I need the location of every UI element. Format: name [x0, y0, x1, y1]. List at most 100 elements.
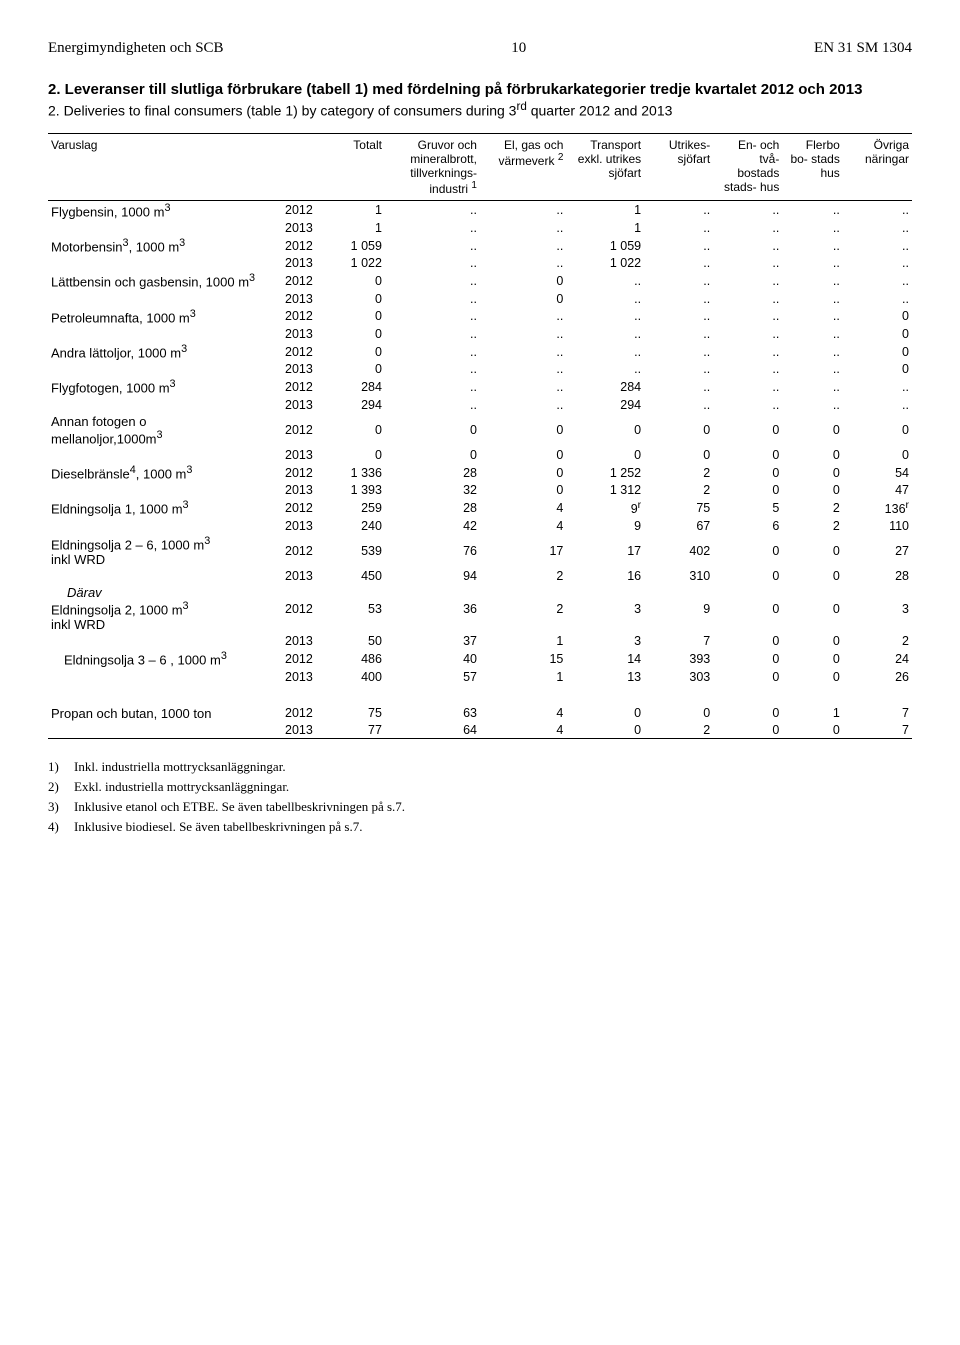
row-label [48, 447, 264, 463]
data-cell: 0 [713, 482, 782, 498]
table-row: 20137764402007 [48, 722, 912, 739]
data-cell: .. [782, 220, 842, 236]
data-cell: .. [644, 291, 713, 307]
data-cell: 0 [644, 413, 713, 447]
row-label: Andra lättoljor, 1000 m3 [48, 342, 264, 361]
data-cell: .. [480, 307, 566, 326]
data-cell: 28 [385, 463, 480, 482]
data-cell: .. [644, 342, 713, 361]
row-label: Dieselbränsle4, 1000 m3 [48, 463, 264, 482]
data-cell: 0 [566, 705, 644, 722]
data-cell: .. [713, 255, 782, 271]
row-year: 2012 [264, 236, 316, 255]
data-cell: .. [843, 236, 912, 255]
data-cell: 1 022 [316, 255, 385, 271]
row-label [48, 568, 264, 584]
data-cell: .. [782, 236, 842, 255]
data-cell: .. [843, 255, 912, 271]
row-year: 2013 [264, 326, 316, 342]
footnote-text: Inklusive etanol och ETBE. Se även tabel… [74, 799, 405, 815]
table-row: 2013450942163100028 [48, 568, 912, 584]
data-cell: 0 [385, 413, 480, 447]
row-year: 2013 [264, 482, 316, 498]
data-cell: 2 [644, 722, 713, 739]
table-header-row: VaruslagTotaltGruvor och mineralbrott, t… [48, 133, 912, 200]
data-cell: 54 [843, 463, 912, 482]
data-cell: .. [480, 397, 566, 413]
data-cell: 0 [713, 463, 782, 482]
data-cell: 28 [385, 498, 480, 517]
row-label: Annan fotogen o mellanoljor,1000m3 [48, 413, 264, 447]
table-row: Andra lättoljor, 1000 m320120...........… [48, 342, 912, 361]
data-cell: 0 [843, 413, 912, 447]
table-row: 20130............0 [48, 361, 912, 377]
data-cell: .. [566, 307, 644, 326]
data-cell: 0 [316, 447, 385, 463]
data-cell: .. [644, 326, 713, 342]
footnote-num: 2) [48, 779, 74, 795]
page-header: Energimyndigheten och SCB 10 EN 31 SM 13… [48, 40, 912, 57]
data-cell: 0 [782, 722, 842, 739]
data-cell: 0 [843, 447, 912, 463]
footnote: 3)Inklusive etanol och ETBE. Se även tab… [48, 799, 912, 815]
data-cell: 284 [566, 377, 644, 396]
data-cell: .. [713, 307, 782, 326]
data-cell: .. [385, 342, 480, 361]
data-cell: 0 [782, 447, 842, 463]
data-cell: 0 [480, 413, 566, 447]
data-cell: .. [480, 200, 566, 220]
data-cell: 13 [566, 669, 644, 685]
data-cell: 2 [843, 633, 912, 649]
footnote-num: 1) [48, 759, 74, 775]
section-title: 2. Leveranser till slutliga förbrukare (… [48, 81, 912, 98]
data-cell: 0 [385, 447, 480, 463]
data-cell: 294 [566, 397, 644, 413]
data-cell: 450 [316, 568, 385, 584]
data-cell: 0 [713, 722, 782, 739]
data-cell: .. [644, 220, 713, 236]
header-right: EN 31 SM 1304 [814, 40, 912, 57]
data-cell: 0 [644, 705, 713, 722]
data-cell: .. [644, 377, 713, 396]
data-cell: 63 [385, 705, 480, 722]
data-cell: .. [566, 361, 644, 377]
row-year: 2013 [264, 447, 316, 463]
row-label: Propan och butan, 1000 ton [48, 705, 264, 722]
data-cell: 0 [843, 307, 912, 326]
row-label: Flygfotogen, 1000 m3 [48, 377, 264, 396]
data-cell: .. [782, 255, 842, 271]
data-cell: 136r [843, 498, 912, 517]
data-cell: 2 [782, 518, 842, 534]
data-cell: 0 [713, 649, 782, 668]
table-row: 201324042496762110 [48, 518, 912, 534]
data-cell: 0 [316, 361, 385, 377]
footnote-text: Inkl. industriella mottrycksanläggningar… [74, 759, 286, 775]
data-cell: .. [480, 361, 566, 377]
data-cell: .. [480, 377, 566, 396]
row-year: 2013 [264, 518, 316, 534]
table-row: Lättbensin och gasbensin, 1000 m320120..… [48, 271, 912, 290]
row-label: Flygbensin, 1000 m3 [48, 200, 264, 220]
data-cell: 0 [566, 722, 644, 739]
data-cell: 28 [843, 568, 912, 584]
data-cell: .. [644, 361, 713, 377]
footnote: 2)Exkl. industriella mottrycksanläggning… [48, 779, 912, 795]
data-cell: .. [566, 271, 644, 290]
header-left: Energimyndigheten och SCB [48, 40, 224, 57]
row-label [48, 291, 264, 307]
data-cell: .. [782, 377, 842, 396]
row-label: Lättbensin och gasbensin, 1000 m3 [48, 271, 264, 290]
data-cell: 0 [566, 413, 644, 447]
data-cell: .. [782, 361, 842, 377]
data-cell: .. [644, 271, 713, 290]
data-cell: 0 [480, 271, 566, 290]
data-cell: 4 [480, 518, 566, 534]
row-label [48, 633, 264, 649]
data-cell: 6 [713, 518, 782, 534]
data-cell: 2 [782, 498, 842, 517]
data-cell: 0 [843, 342, 912, 361]
table-row: 20131 022....1 022........ [48, 255, 912, 271]
table-row: 20131....1........ [48, 220, 912, 236]
row-label: Petroleumnafta, 1000 m3 [48, 307, 264, 326]
data-cell: 76 [385, 534, 480, 568]
